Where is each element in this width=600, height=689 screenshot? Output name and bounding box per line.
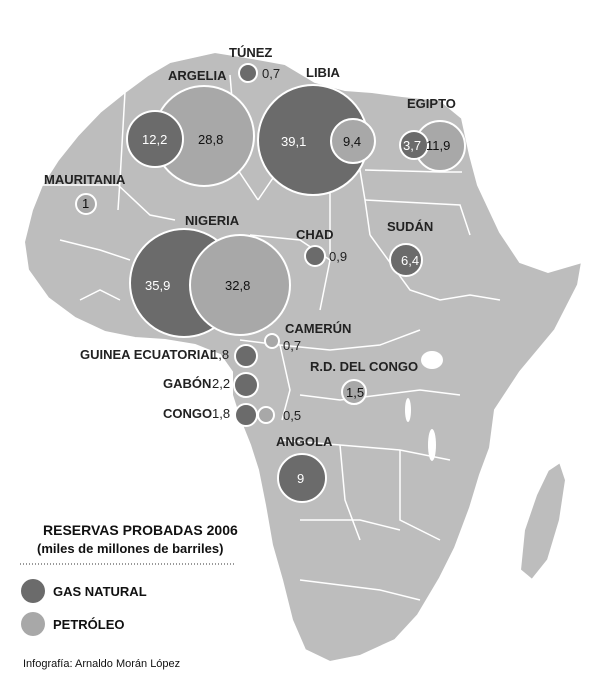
legend: RESERVAS PROBADAS 2006 (miles de millone…	[20, 522, 238, 636]
legend-gas-label: GAS NATURAL	[53, 584, 147, 599]
value-angola-gas: 9	[297, 471, 304, 486]
label-nigeria: NIGERIA	[185, 213, 240, 228]
label-gabon: GABÓN	[163, 376, 211, 391]
label-mauritania: MAURITANIA	[44, 172, 126, 187]
legend-subtitle: (miles de millones de barriles)	[37, 541, 223, 556]
great-lakes	[405, 351, 443, 461]
value-gabon-gas: 2,2	[212, 376, 230, 391]
label-egipto: EGIPTO	[407, 96, 456, 111]
legend-title: RESERVAS PROBADAS 2006	[43, 522, 238, 538]
value-congo-oil: 0,5	[283, 408, 301, 423]
label-camerun: CAMERÚN	[285, 321, 351, 336]
country-labels: TÚNEZ 0,7 ARGELIA 12,2 28,8 LIBIA 39,1 9…	[44, 45, 456, 486]
credit-text: Infografía: Arnaldo Morán López	[23, 658, 180, 670]
congo-gas-bubble	[234, 403, 258, 427]
value-nigeria-gas: 35,9	[145, 278, 170, 293]
value-guinea-ecuatorial-gas: 1,8	[211, 347, 229, 362]
libia-oil-bubble	[330, 118, 376, 164]
value-egipto-oil: 11,9	[426, 138, 450, 153]
reserve-bubbles	[75, 63, 466, 503]
gabon-gas-bubble	[233, 372, 259, 398]
label-chad: CHAD	[296, 227, 334, 242]
label-congo: CONGO	[163, 406, 212, 421]
egipto-gas-bubble	[399, 130, 429, 160]
label-guinea-ecuatorial: GUINEA ECUATORIAL	[80, 347, 218, 362]
value-libia-oil: 9,4	[343, 134, 361, 149]
guinea-ecuatorial-gas-bubble	[234, 344, 258, 368]
value-mauritania-oil: 1	[82, 196, 89, 211]
angola-gas-bubble	[277, 453, 327, 503]
value-chad-gas: 0,9	[329, 249, 347, 264]
legend-gas-swatch	[21, 579, 45, 603]
value-argelia-gas: 12,2	[142, 132, 167, 147]
label-sudan: SUDÁN	[387, 219, 433, 234]
argelia-gas-bubble	[126, 110, 184, 168]
mauritania-oil-bubble	[75, 193, 97, 215]
label-libia: LIBIA	[306, 65, 341, 80]
tunez-gas-bubble	[238, 63, 258, 83]
value-congo-gas: 1,8	[212, 406, 230, 421]
label-rd-congo: R.D. DEL CONGO	[310, 359, 418, 374]
value-nigeria-oil: 32,8	[225, 278, 250, 293]
rd-congo-oil-bubble	[341, 379, 367, 405]
value-egipto-gas: 3,7	[403, 138, 421, 153]
value-camerun-oil: 0,7	[283, 338, 301, 353]
label-argelia: ARGELIA	[168, 68, 227, 83]
sudan-gas-bubble	[389, 243, 423, 277]
label-angola: ANGOLA	[276, 434, 333, 449]
legend-oil-swatch	[21, 612, 45, 636]
value-libia-gas: 39,1	[281, 134, 306, 149]
value-tunez-gas: 0,7	[262, 66, 280, 81]
madagascar	[518, 460, 568, 582]
legend-oil-label: PETRÓLEO	[53, 617, 125, 632]
value-argelia-oil: 28,8	[198, 132, 223, 147]
nigeria-oil-bubble	[189, 234, 291, 336]
camerun-oil-bubble	[264, 333, 280, 349]
chad-gas-bubble	[304, 245, 326, 267]
label-tunez: TÚNEZ	[229, 45, 272, 60]
value-rd-congo-oil: 1,5	[346, 385, 364, 400]
congo-oil-bubble	[257, 406, 275, 424]
value-sudan-gas: 6,4	[401, 253, 419, 268]
